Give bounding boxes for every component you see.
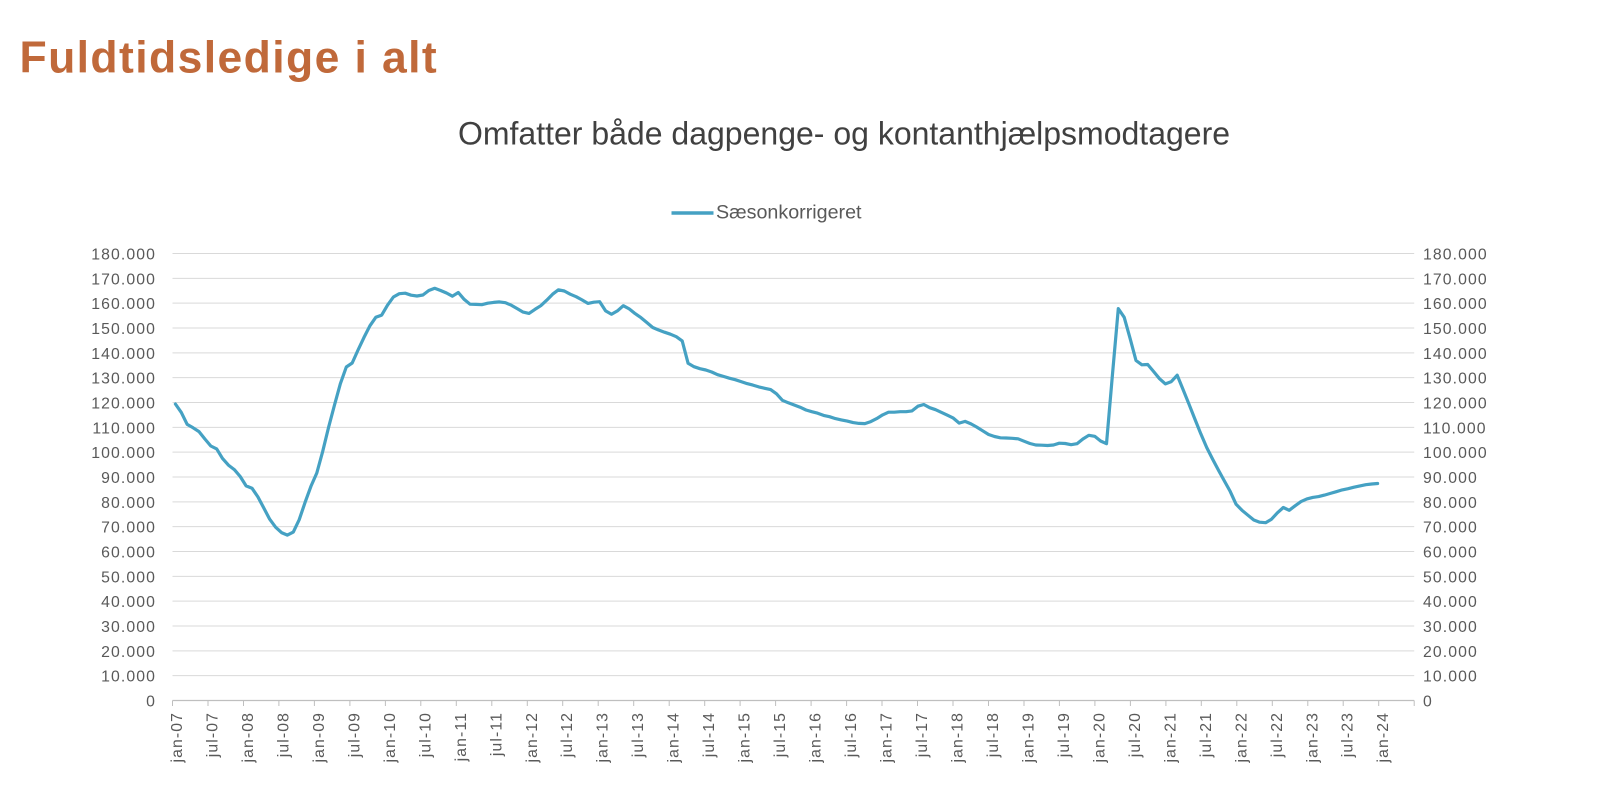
svg-text:jan-15: jan-15 (737, 712, 754, 764)
svg-text:jul-22: jul-22 (1269, 712, 1286, 758)
svg-text:60.000: 60.000 (1423, 545, 1478, 562)
svg-text:jan-08: jan-08 (240, 712, 257, 764)
svg-text:jul-11: jul-11 (488, 712, 505, 757)
svg-text:110.000: 110.000 (1423, 420, 1487, 437)
svg-text:80.000: 80.000 (101, 495, 156, 512)
svg-text:10.000: 10.000 (1423, 669, 1478, 686)
svg-text:160.000: 160.000 (91, 296, 156, 313)
svg-text:jul-10: jul-10 (417, 712, 434, 758)
svg-text:Omfatter både dagpenge- og kon: Omfatter både dagpenge- og kontanthjælps… (458, 116, 1230, 152)
svg-text:50.000: 50.000 (1423, 569, 1478, 586)
svg-text:120.000: 120.000 (91, 396, 156, 413)
svg-text:30.000: 30.000 (101, 619, 156, 636)
svg-text:170.000: 170.000 (91, 271, 156, 288)
svg-text:jan-10: jan-10 (382, 712, 399, 764)
svg-text:150.000: 150.000 (1423, 321, 1488, 338)
svg-text:Sæsonkorrigeret: Sæsonkorrigeret (716, 202, 862, 224)
svg-text:jan-21: jan-21 (1162, 712, 1179, 764)
svg-text:180.000: 180.000 (1423, 247, 1488, 264)
svg-text:jul-12: jul-12 (559, 712, 576, 758)
svg-text:160.000: 160.000 (1423, 296, 1488, 313)
svg-text:jan-09: jan-09 (311, 712, 328, 764)
svg-text:90.000: 90.000 (101, 470, 156, 487)
svg-text:10.000: 10.000 (101, 669, 156, 686)
svg-text:140.000: 140.000 (1423, 346, 1488, 363)
svg-text:110.000: 110.000 (92, 420, 156, 437)
svg-text:jan-24: jan-24 (1375, 712, 1392, 764)
svg-text:20.000: 20.000 (101, 644, 156, 661)
svg-text:jan-18: jan-18 (950, 712, 967, 764)
svg-text:130.000: 130.000 (1423, 371, 1488, 388)
svg-text:90.000: 90.000 (1423, 470, 1478, 487)
svg-text:jan-19: jan-19 (1021, 712, 1038, 764)
svg-text:jul-21: jul-21 (1198, 712, 1215, 758)
svg-text:30.000: 30.000 (1423, 619, 1478, 636)
svg-text:130.000: 130.000 (91, 371, 156, 388)
svg-text:70.000: 70.000 (1423, 520, 1478, 537)
svg-text:jul-13: jul-13 (630, 712, 647, 758)
svg-text:jul-14: jul-14 (701, 712, 718, 758)
svg-text:jul-09: jul-09 (346, 712, 363, 758)
svg-text:jul-15: jul-15 (772, 712, 789, 758)
svg-text:jan-13: jan-13 (595, 712, 612, 764)
svg-text:jul-19: jul-19 (1056, 712, 1073, 758)
svg-text:100.000: 100.000 (1423, 445, 1488, 462)
svg-text:50.000: 50.000 (101, 569, 156, 586)
svg-text:0: 0 (1423, 694, 1433, 711)
svg-text:140.000: 140.000 (91, 346, 156, 363)
svg-text:jul-08: jul-08 (275, 712, 292, 758)
svg-text:60.000: 60.000 (101, 545, 156, 562)
svg-text:jan-17: jan-17 (879, 712, 896, 764)
svg-text:Fuldtidsledige i alt: Fuldtidsledige i alt (20, 34, 439, 83)
svg-text:150.000: 150.000 (91, 321, 156, 338)
svg-text:jul-18: jul-18 (985, 712, 1002, 758)
svg-text:jan-16: jan-16 (808, 712, 825, 764)
svg-text:jan-20: jan-20 (1091, 712, 1108, 764)
svg-text:80.000: 80.000 (1423, 495, 1478, 512)
svg-text:jan-07: jan-07 (169, 712, 186, 764)
svg-text:120.000: 120.000 (1423, 396, 1488, 413)
svg-text:jul-23: jul-23 (1340, 712, 1357, 758)
svg-text:jul-07: jul-07 (205, 712, 222, 758)
svg-text:jan-23: jan-23 (1304, 712, 1321, 764)
svg-text:20.000: 20.000 (1423, 644, 1478, 661)
svg-text:jul-20: jul-20 (1127, 712, 1144, 758)
svg-text:70.000: 70.000 (101, 520, 156, 537)
svg-text:100.000: 100.000 (91, 445, 156, 462)
svg-text:jul-16: jul-16 (843, 712, 860, 758)
svg-text:jul-17: jul-17 (914, 712, 931, 758)
svg-text:jan-11: jan-11 (453, 712, 470, 762)
svg-text:jan-12: jan-12 (524, 712, 541, 764)
svg-text:jan-22: jan-22 (1233, 712, 1250, 764)
svg-text:180.000: 180.000 (91, 247, 156, 264)
svg-text:170.000: 170.000 (1423, 271, 1488, 288)
svg-text:jan-14: jan-14 (666, 712, 683, 764)
svg-text:0: 0 (146, 694, 156, 711)
svg-text:40.000: 40.000 (1423, 594, 1478, 611)
svg-text:40.000: 40.000 (101, 594, 156, 611)
